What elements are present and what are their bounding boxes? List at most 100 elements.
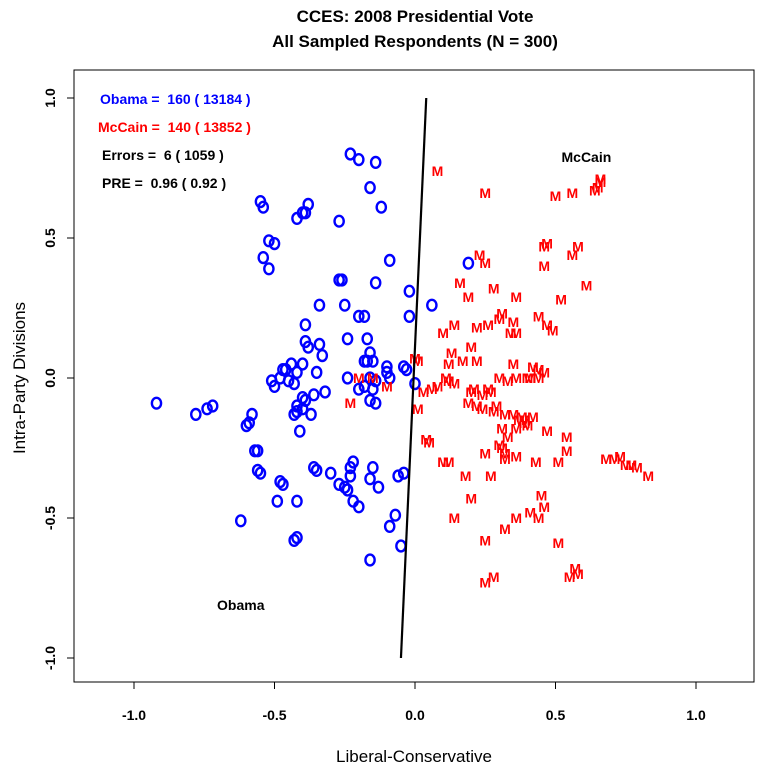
obama-point — [277, 477, 289, 492]
obama-point — [206, 399, 219, 413]
mccain-point: M — [538, 499, 550, 515]
mccain-point: M — [561, 443, 573, 459]
y-tick-label: -1.0 — [42, 646, 58, 670]
x-tick-label: 0.0 — [405, 707, 425, 723]
mccain-point: M — [471, 353, 483, 369]
mccain-point: M — [516, 409, 528, 425]
mccain-point: M — [443, 356, 455, 372]
obama-point — [263, 262, 275, 276]
obama-point — [333, 214, 345, 228]
obama-point — [257, 251, 270, 265]
obama-point — [313, 298, 326, 312]
mccain-point: M — [482, 317, 494, 333]
obama-point — [369, 396, 382, 410]
mccain-point: M — [499, 521, 511, 537]
obama-point — [263, 234, 275, 248]
obama-point — [299, 318, 312, 332]
obama-point — [341, 332, 354, 346]
obama-point — [150, 396, 163, 410]
obama-point — [364, 393, 376, 408]
obama-point — [291, 530, 303, 545]
obama-point — [268, 379, 281, 394]
mccain-point: M — [530, 454, 542, 470]
mccain-point: M — [485, 468, 497, 484]
obama-point — [288, 407, 300, 422]
obama-point — [333, 477, 345, 492]
mccain-point: M — [471, 398, 483, 414]
mccain-point: M — [527, 409, 539, 425]
legend: Obama = 160 ( 13184 ) McCain = 140 ( 1385… — [98, 91, 251, 191]
mccain-point: M — [510, 289, 522, 305]
mccain-point: M — [471, 320, 483, 336]
mccain-point: M — [488, 404, 500, 420]
mccain-point: M — [468, 381, 480, 397]
obama-point — [397, 360, 410, 374]
obama-point — [201, 402, 213, 416]
mccain-point: M — [595, 171, 607, 187]
legend-entry: PRE = 0.96 ( 0.92 ) — [102, 175, 226, 191]
chart-title: CCES: 2008 Presidential Vote — [297, 7, 534, 26]
y-tick-label: 1.0 — [42, 88, 58, 108]
mccain-point: M — [533, 308, 545, 324]
obama-point — [302, 340, 315, 354]
mccain-point: M — [449, 376, 461, 392]
mccain-point: M — [465, 490, 477, 506]
mccain-point: M — [569, 560, 581, 576]
obama-point — [234, 514, 247, 528]
x-tick-label: -1.0 — [122, 707, 146, 723]
mccain-point: M — [488, 280, 500, 296]
mccain-point: M — [457, 353, 469, 369]
mccain-point: M — [479, 446, 491, 462]
obama-point — [271, 494, 284, 508]
mccain-point: M — [609, 451, 621, 467]
obama-point — [344, 461, 357, 475]
mccain-point: M — [499, 406, 511, 422]
mccain-point: M — [423, 434, 435, 450]
y-tick-label: 0.5 — [42, 228, 58, 248]
obama-point — [383, 253, 396, 268]
mccain-point: M — [493, 370, 505, 386]
obama-point — [291, 494, 303, 508]
y-axis-label: Intra-Party Divisions — [10, 302, 29, 454]
y-tick-label: -0.5 — [42, 506, 58, 530]
mccain-point: M — [479, 574, 491, 590]
obama-point — [361, 332, 374, 346]
obama-point — [333, 273, 345, 287]
obama-point — [310, 463, 323, 478]
mccain-point: M — [555, 292, 567, 308]
mccain-point: M — [449, 317, 461, 333]
mccain-point: M — [465, 384, 477, 400]
mccain-point: M — [437, 454, 449, 470]
mccain-point: M — [600, 451, 612, 467]
mccain-point: M — [533, 362, 545, 378]
mccain-point: M — [479, 532, 491, 548]
obama-point — [240, 419, 253, 433]
mccain-point: M — [454, 275, 466, 291]
x-axis-label: Liberal-Conservative — [336, 747, 492, 766]
obama-point — [313, 337, 326, 352]
obama-point — [308, 461, 320, 475]
mccain-point: M — [510, 510, 522, 526]
mccain-point: M — [533, 370, 545, 386]
mccain-point: M — [538, 238, 550, 254]
obama-point — [291, 365, 303, 380]
obama-point — [251, 463, 264, 478]
mccain-point: M — [524, 370, 536, 386]
obama-point — [344, 147, 357, 161]
mccain-point: M — [508, 406, 520, 422]
obama-point — [367, 382, 379, 396]
obama-point — [392, 469, 404, 483]
obama-point — [282, 374, 295, 388]
obama-point — [409, 377, 421, 391]
mccain-point: M — [477, 387, 489, 403]
obama-point — [310, 365, 323, 380]
x-axis: -1.0 -0.5 0.0 0.5 1.0 — [122, 681, 706, 723]
mccain-point: M — [572, 566, 584, 582]
x-tick-label: 0.5 — [546, 707, 566, 723]
obama-point — [324, 466, 337, 480]
obama-point — [341, 371, 354, 385]
obama-point — [358, 309, 371, 324]
mccain-point: M — [564, 569, 576, 585]
mccain-point: M — [567, 185, 579, 201]
